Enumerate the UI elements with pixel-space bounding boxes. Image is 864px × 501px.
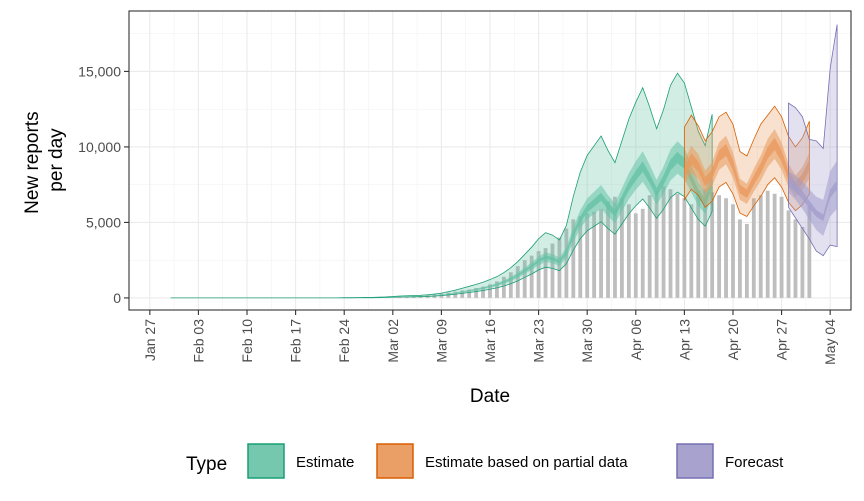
x-tick-label: Feb 24 [336, 319, 352, 363]
report-bar [710, 192, 715, 298]
report-bar [488, 284, 492, 298]
report-bar [619, 198, 624, 298]
report-bar [793, 219, 798, 298]
x-tick-label: Jan 27 [142, 319, 158, 361]
x-tick-label: Apr 13 [676, 319, 692, 360]
estimate-bands [170, 24, 838, 299]
report-bar [800, 226, 805, 298]
x-axis: Jan 27 Feb 03 Feb 10 Feb 17 Feb 24 Mar 02 Mar … [142, 310, 838, 365]
report-bar [682, 198, 687, 298]
report-bar [633, 213, 638, 298]
report-bar [626, 204, 631, 298]
band-core-partial [684, 137, 810, 198]
report-bar [738, 219, 742, 298]
report-bar [585, 213, 590, 298]
report-bar [807, 205, 812, 298]
report-bar [779, 196, 784, 298]
y-tick-label: 10,000 [78, 139, 121, 155]
y-tick-label: 0 [113, 290, 121, 306]
report-bar [453, 291, 458, 298]
report-bar [751, 198, 756, 298]
report-bar [495, 281, 499, 298]
y-axis-title-line-2: per day [46, 128, 67, 192]
report-bar [543, 248, 548, 298]
y-axis-title: New reports per day [22, 106, 67, 214]
report-bar [647, 195, 652, 298]
report-bar [550, 243, 555, 298]
report-bar [467, 289, 472, 298]
x-tick-label: Apr 27 [774, 319, 790, 360]
report-bar [571, 219, 576, 298]
x-tick-label: Mar 09 [433, 319, 449, 363]
x-tick-label: Feb 17 [288, 319, 304, 363]
band-core-forecast [788, 176, 838, 222]
report-bar [397, 297, 402, 298]
report-bar [661, 186, 666, 298]
report-bar [717, 195, 722, 298]
report-bar [536, 251, 541, 298]
report-bar [731, 204, 735, 298]
report-bar [592, 211, 597, 298]
band-50-forecast [788, 160, 838, 237]
report-bar [508, 272, 513, 298]
x-tick-label: Apr 06 [628, 319, 644, 360]
x-tick-label: Mar 23 [531, 319, 547, 363]
legend-label-forecast: Forecast [725, 454, 784, 471]
report-bar [640, 208, 645, 298]
x-tick-label: Mar 02 [385, 319, 401, 363]
x-tick-label: Apr 20 [725, 319, 741, 360]
legend-swatch-estimate [247, 443, 285, 479]
report-bar [703, 189, 708, 298]
report-bar [578, 216, 583, 298]
x-tick-label: Feb 03 [190, 319, 206, 363]
report-bar [599, 208, 603, 298]
x-tick-label: May 04 [822, 319, 838, 365]
report-bar [522, 260, 527, 298]
y-axis-title-line-1: New reports [22, 111, 43, 213]
report-bars [397, 186, 812, 298]
y-tick-label: 5,000 [86, 214, 121, 230]
legend-swatch-partial [376, 443, 414, 479]
report-bar [557, 237, 562, 298]
report-bar [613, 196, 617, 298]
report-bar [515, 266, 520, 298]
report-bar [481, 286, 485, 298]
legend-label-estimate: Estimate [296, 454, 354, 471]
legend: Type Estimate Estimate based on partial … [186, 443, 784, 479]
x-tick-label: Mar 16 [482, 319, 498, 363]
report-bar [668, 189, 673, 298]
report-bar [696, 190, 701, 298]
y-axis: 0 5,000 10,000 15,000 [78, 63, 129, 306]
report-bar [460, 290, 465, 298]
report-bar [765, 190, 770, 298]
report-bar [786, 210, 791, 298]
legend-label-partial: Estimate based on partial data [425, 454, 628, 471]
report-bar [474, 288, 479, 298]
x-tick-label: Feb 10 [239, 319, 255, 363]
report-bar [724, 198, 728, 298]
legend-title: Type [186, 454, 227, 475]
report-bar [772, 193, 777, 298]
legend-swatch-forecast [676, 443, 714, 479]
report-bar [689, 204, 694, 298]
y-tick-label: 15,000 [78, 63, 121, 79]
report-bar [654, 190, 659, 298]
report-bar [675, 193, 680, 298]
report-bar [501, 276, 506, 298]
x-axis-title: Date [470, 386, 510, 407]
report-bar [758, 195, 763, 298]
x-tick-label: Mar 30 [579, 319, 595, 363]
report-bar [744, 223, 749, 298]
report-bar [529, 255, 534, 298]
report-bar [606, 201, 610, 298]
